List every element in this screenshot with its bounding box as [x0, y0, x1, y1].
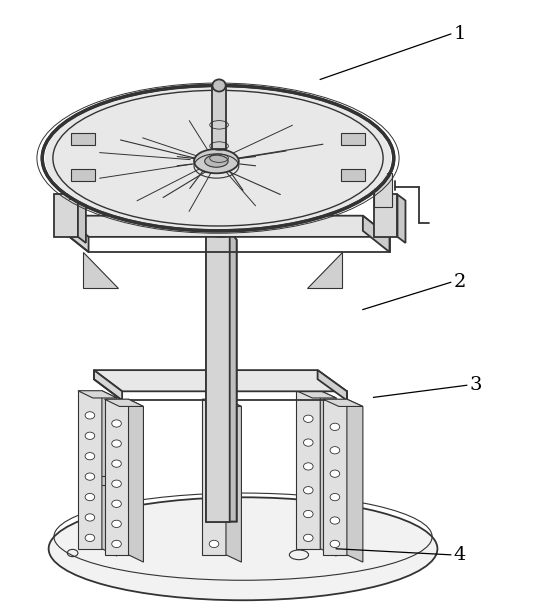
Polygon shape [320, 151, 339, 183]
Ellipse shape [85, 534, 95, 541]
Polygon shape [62, 215, 389, 237]
Ellipse shape [85, 412, 95, 419]
Polygon shape [78, 391, 102, 549]
Polygon shape [397, 194, 405, 243]
Polygon shape [318, 370, 347, 401]
Ellipse shape [85, 473, 95, 480]
Ellipse shape [213, 80, 226, 92]
Ellipse shape [205, 155, 228, 168]
Polygon shape [102, 391, 117, 556]
Ellipse shape [112, 440, 121, 447]
Polygon shape [323, 399, 363, 407]
Ellipse shape [330, 517, 340, 524]
Polygon shape [54, 194, 78, 237]
Ellipse shape [85, 453, 95, 460]
Ellipse shape [112, 540, 121, 548]
Ellipse shape [112, 460, 121, 467]
Polygon shape [83, 252, 118, 288]
Polygon shape [213, 86, 226, 149]
Text: 4: 4 [453, 546, 466, 564]
Ellipse shape [85, 493, 95, 501]
Polygon shape [373, 194, 397, 237]
Ellipse shape [85, 432, 95, 439]
Polygon shape [347, 399, 363, 562]
Polygon shape [226, 399, 241, 562]
Polygon shape [94, 370, 347, 392]
Ellipse shape [112, 500, 121, 507]
Polygon shape [341, 133, 365, 145]
Ellipse shape [206, 373, 232, 385]
Polygon shape [296, 391, 336, 398]
Polygon shape [202, 399, 226, 555]
Ellipse shape [209, 470, 219, 477]
Polygon shape [363, 215, 389, 252]
Ellipse shape [303, 415, 313, 422]
Polygon shape [341, 169, 365, 181]
Polygon shape [62, 215, 89, 252]
Polygon shape [373, 173, 392, 206]
Polygon shape [320, 391, 336, 556]
Polygon shape [129, 399, 144, 562]
Text: 1: 1 [453, 25, 466, 43]
Polygon shape [114, 140, 132, 173]
Ellipse shape [112, 520, 121, 527]
Ellipse shape [209, 540, 219, 548]
Polygon shape [206, 231, 230, 521]
Polygon shape [296, 391, 320, 549]
Text: 2: 2 [453, 273, 466, 291]
Ellipse shape [85, 514, 95, 521]
Text: 3: 3 [469, 376, 482, 395]
Polygon shape [94, 370, 122, 401]
Ellipse shape [330, 447, 340, 454]
Ellipse shape [209, 435, 219, 442]
Ellipse shape [206, 225, 237, 237]
Ellipse shape [303, 510, 313, 518]
Ellipse shape [303, 463, 313, 470]
Ellipse shape [194, 149, 239, 173]
Ellipse shape [330, 540, 340, 548]
Ellipse shape [45, 87, 391, 229]
Polygon shape [105, 399, 144, 407]
Ellipse shape [209, 505, 219, 512]
Polygon shape [69, 166, 88, 199]
Ellipse shape [330, 493, 340, 501]
Ellipse shape [303, 487, 313, 494]
Polygon shape [202, 399, 241, 407]
Polygon shape [206, 231, 237, 521]
Polygon shape [78, 391, 117, 398]
Polygon shape [71, 169, 95, 181]
Polygon shape [323, 399, 347, 555]
Ellipse shape [112, 480, 121, 487]
Polygon shape [71, 133, 95, 145]
Ellipse shape [112, 420, 121, 427]
Ellipse shape [49, 497, 437, 600]
Ellipse shape [330, 470, 340, 477]
Polygon shape [307, 252, 342, 288]
Polygon shape [78, 194, 86, 243]
Ellipse shape [303, 534, 313, 541]
Polygon shape [230, 231, 237, 521]
Ellipse shape [330, 423, 340, 430]
Polygon shape [105, 399, 129, 555]
Ellipse shape [303, 439, 313, 446]
